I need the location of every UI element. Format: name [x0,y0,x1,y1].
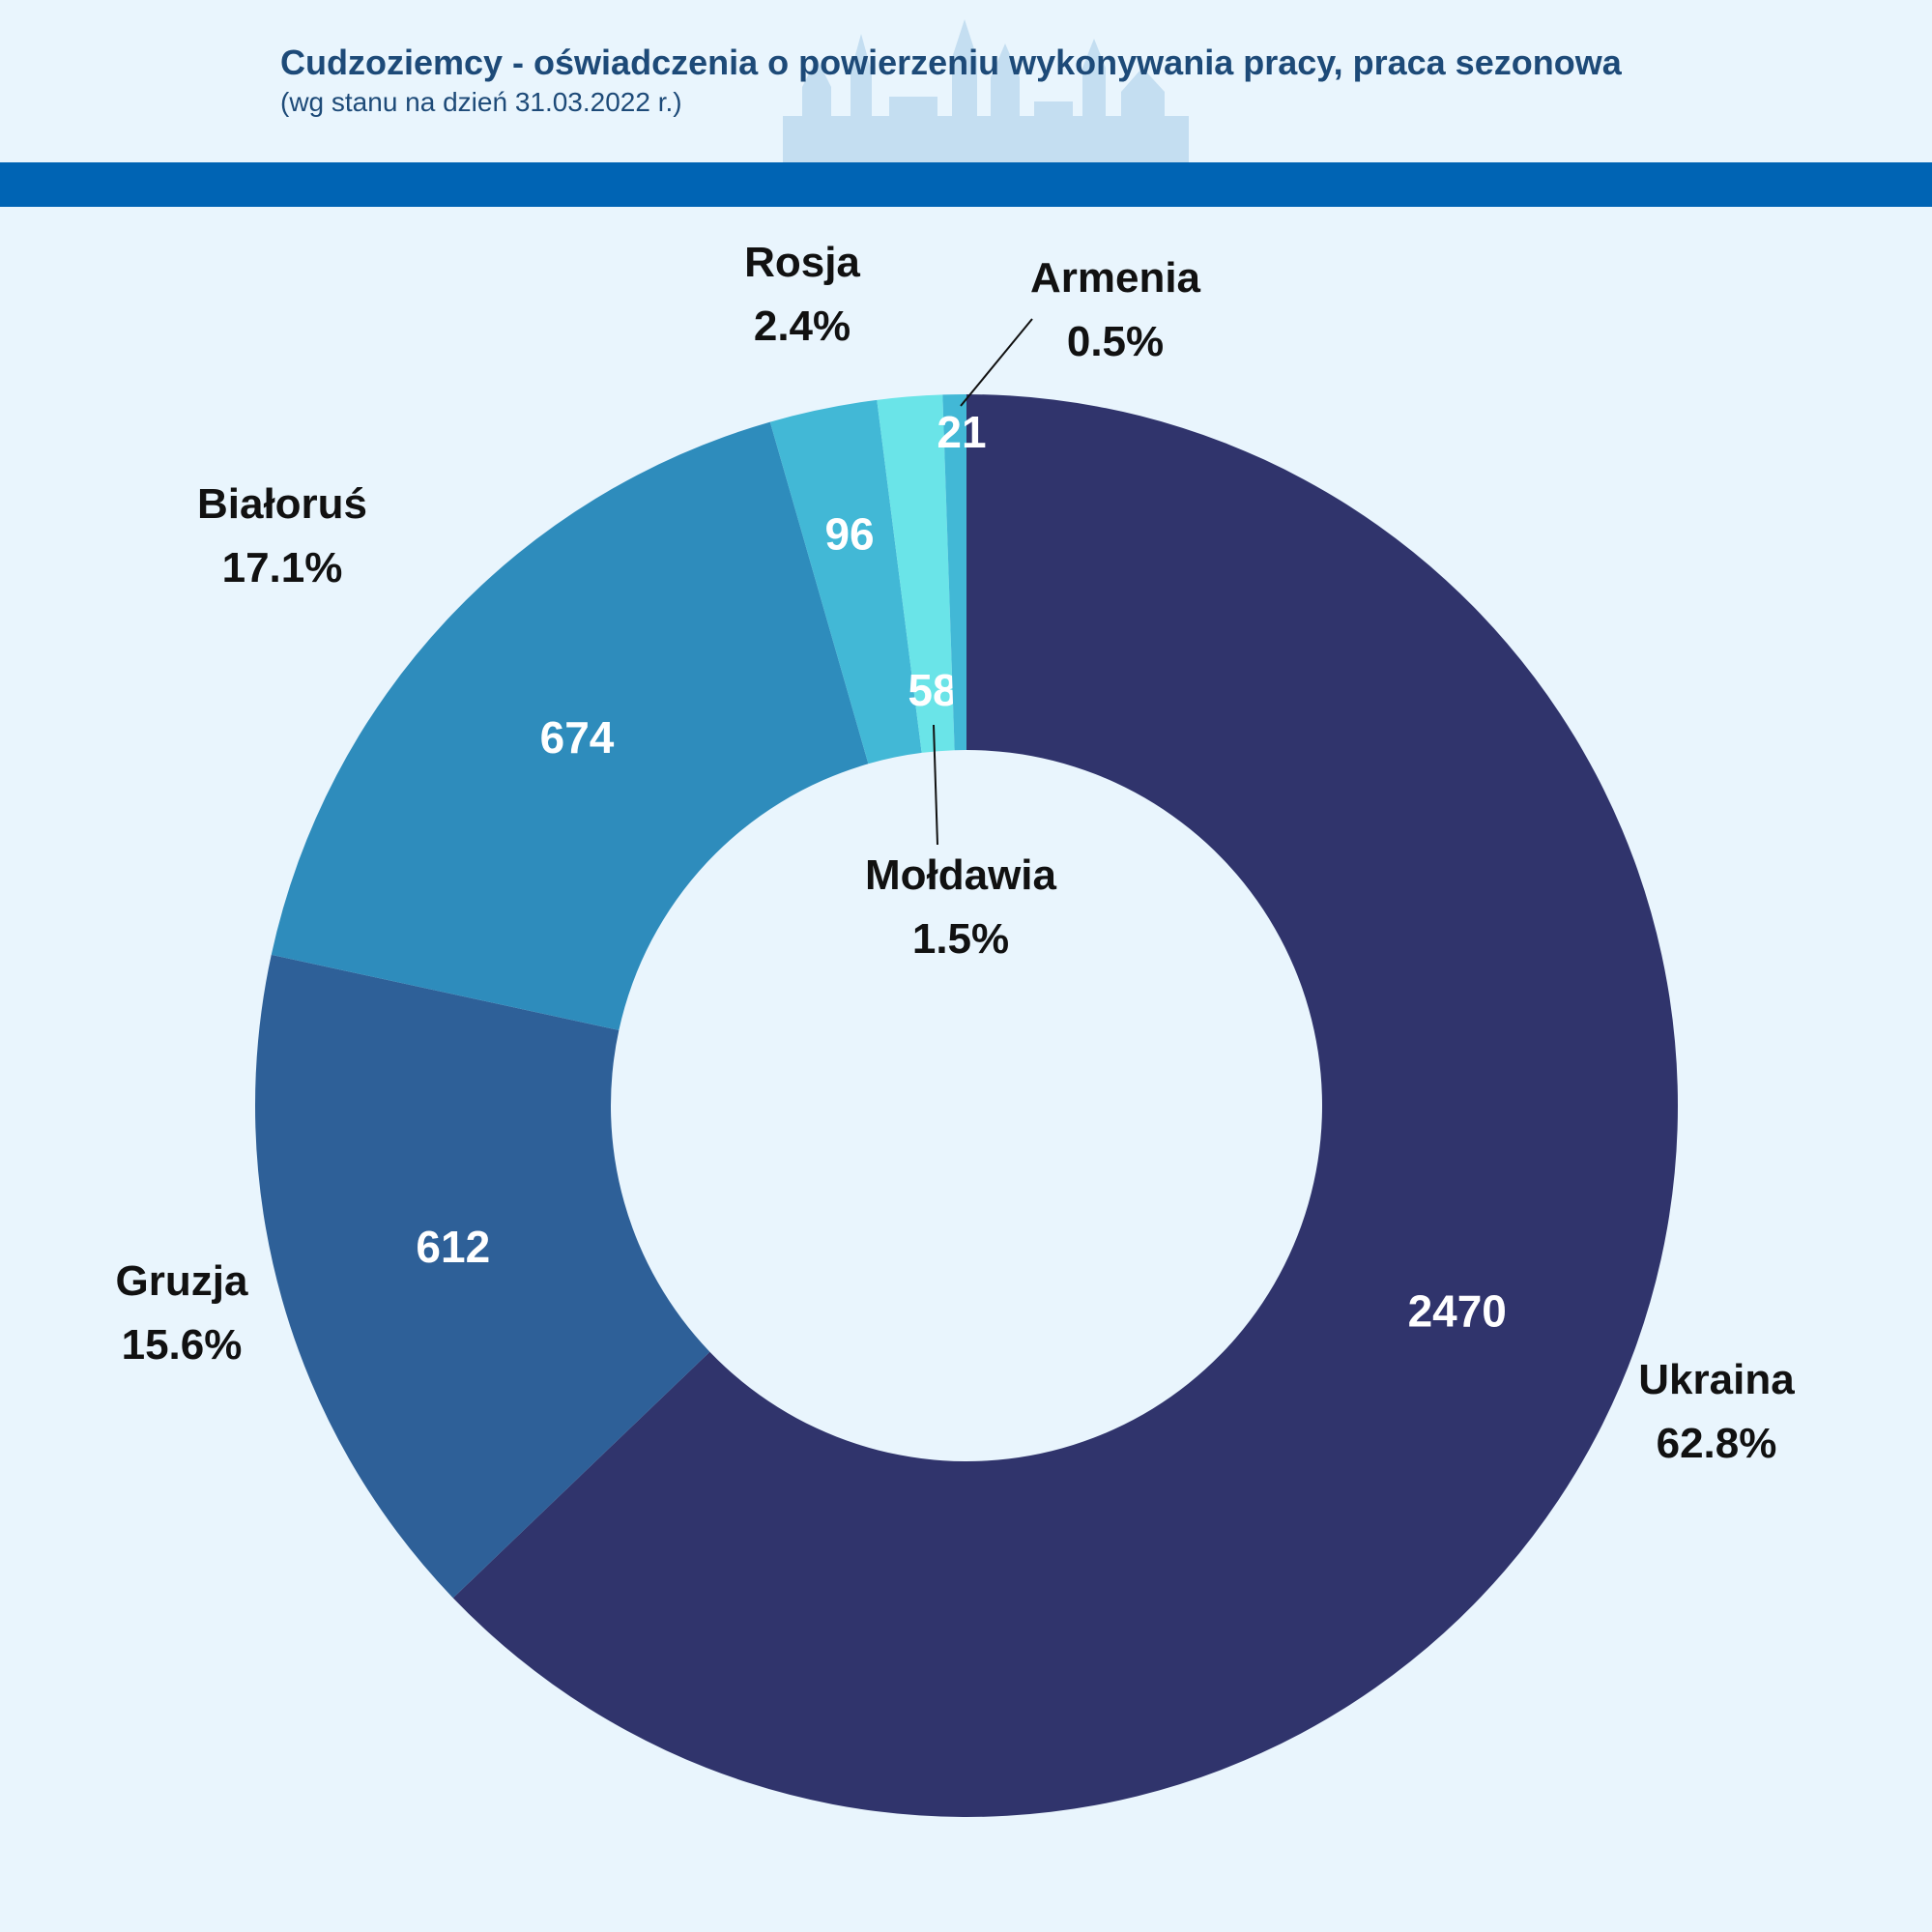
chart-subtitle: (wg stanu na dzień 31.03.2022 r.) [280,87,682,117]
slice-gruzja [255,954,710,1599]
value-label-armenia: 21 [937,407,986,457]
percent-label-moldawia: 1.5% [912,915,1009,963]
value-label-bialorus: 674 [540,712,615,763]
percent-label-armenia: 0.5% [1067,318,1164,365]
category-label-bialorus: Białoruś [197,480,367,528]
category-label-armenia: Armenia [1030,254,1201,302]
leader-line-armenia [960,318,1033,407]
value-label-gruzja: 612 [416,1222,490,1272]
slice-ukraina [452,394,1679,1817]
leader-line-moldawia [933,724,938,846]
value-label-ukraina: 2470 [1408,1286,1507,1337]
percent-label-gruzja: 15.6% [122,1321,243,1369]
city-skyline-icon [783,19,1189,164]
percent-label-ukraina: 62.8% [1657,1420,1777,1467]
category-label-ukraina: Ukraina [1638,1356,1795,1403]
percent-label-rosja: 2.4% [754,303,851,350]
header-bar [0,162,1932,207]
category-label-gruzja: Gruzja [116,1257,248,1305]
category-label-rosja: Rosja [744,239,860,286]
percent-label-bialorus: 17.1% [222,544,343,591]
slice-armenia [942,394,966,751]
value-label-moldawia: 58 [908,665,957,715]
slice-bialorus [271,421,869,1030]
slice-rosja [769,399,922,764]
value-label-rosja: 96 [824,508,874,559]
category-label-moldawia: Mołdawia [865,851,1057,899]
slice-moldawia [877,394,955,753]
header: Cudzoziemcy - oświadczenia o powierzeniu… [0,0,1932,164]
chart-title: Cudzoziemcy - oświadczenia o powierzeniu… [280,43,1622,82]
